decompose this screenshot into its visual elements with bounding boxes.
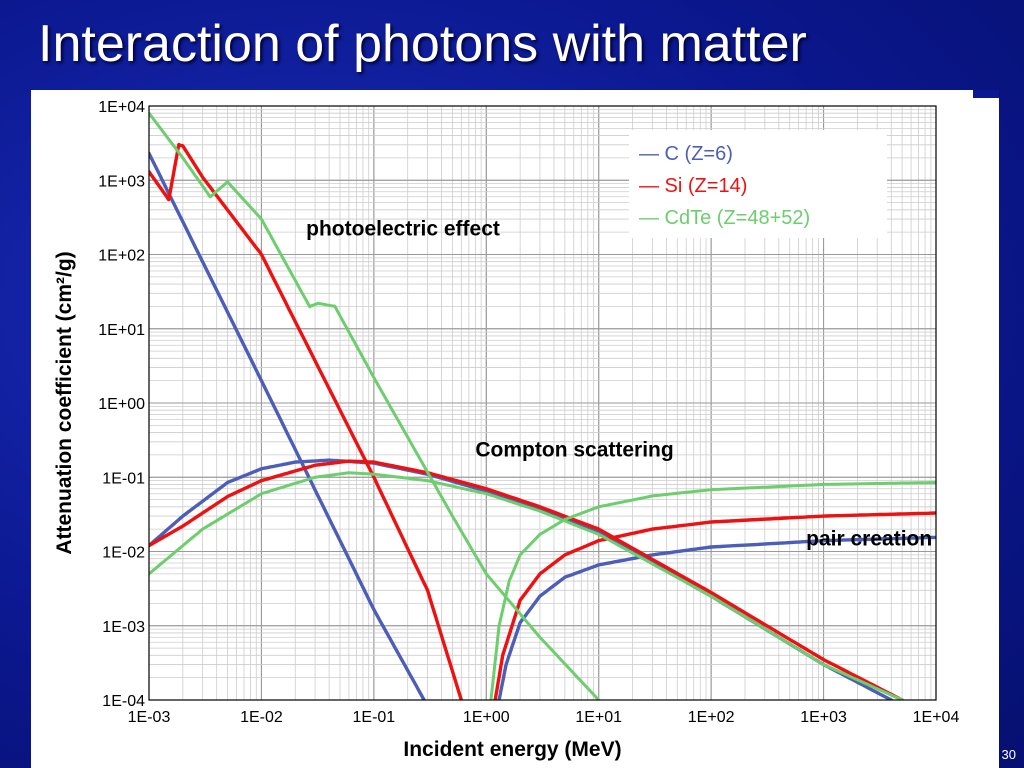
chart-curves — [149, 111, 936, 700]
x-tick-label: 1E+03 — [800, 709, 847, 726]
plot-frame — [148, 105, 937, 701]
x-tick-label: 1E-02 — [240, 709, 283, 726]
x-tick-label: 1E+00 — [463, 709, 510, 726]
x-axis-label: Incident energy (MeV) — [403, 738, 621, 761]
series-si-photoelectric — [149, 142, 463, 700]
x-tick-label: 1E-03 — [128, 709, 171, 726]
x-tick-label: 1E+04 — [913, 709, 960, 726]
attenuation-chart: 1E-03 1E-02 1E-01 1E+00 1E+01 1E+02 1E+03 1E+04… — [53, 99, 960, 761]
y-tick-label: 1E+04 — [98, 99, 145, 116]
y-tick-label: 1E+03 — [98, 173, 145, 190]
y-tick-label: 1E-04 — [102, 693, 145, 710]
series-c-pair — [497, 535, 936, 700]
legend-box — [629, 130, 887, 238]
x-tick-labels: 1E-03 1E-02 1E-01 1E+00 1E+01 1E+02 1E+03 1E+04 — [128, 709, 960, 726]
chart-annotations: photoelectric effect Compton scattering pa… — [306, 218, 932, 551]
x-tick-label: 1E-01 — [353, 709, 396, 726]
legend-entry-c: — C (Z=6) — [639, 143, 733, 165]
annotation-label: pair creation — [806, 528, 932, 551]
x-tick-label: 1E+01 — [575, 709, 622, 726]
legend-entry-si: — Si (Z=14) — [639, 175, 747, 197]
y-axis-label: Attenuation coefficient (cm²/g) — [53, 251, 76, 554]
series-si-compton — [149, 459, 904, 700]
series-c-photoelectric — [149, 151, 426, 700]
chart-grid — [148, 105, 937, 701]
x-tick-label: 1E+02 — [688, 709, 735, 726]
series-cdte-pair — [489, 481, 936, 700]
series-cdte-photoelectric — [149, 111, 601, 700]
y-tick-label: 1E+02 — [98, 248, 145, 265]
y-tick-label: 1E-01 — [102, 470, 145, 487]
y-tick-label: 1E-02 — [102, 545, 145, 562]
y-tick-label: 1E+01 — [98, 322, 145, 339]
figure-panel: 1E-03 1E-02 1E-01 1E+00 1E+01 1E+02 1E+03 1E+04… — [31, 90, 999, 768]
series-cdte-compton — [149, 471, 904, 700]
y-tick-labels: 1E-04 1E-03 1E-02 1E-01 1E+00 1E+01 1E+02 1E+03… — [98, 99, 145, 710]
legend-entry-cdte: — CdTe (Z=48+52) — [639, 207, 810, 229]
series-si-pair — [493, 511, 936, 700]
annotation-label: photoelectric effect — [306, 218, 500, 241]
chart-legend: — C (Z=6) — Si (Z=14) — CdTe (Z=48+52) — [629, 130, 887, 238]
panel-notch — [973, 90, 999, 98]
y-tick-label: 1E+00 — [98, 396, 145, 413]
y-tick-label: 1E-03 — [102, 619, 145, 636]
slide-title: Interaction of photons with matter — [38, 15, 807, 73]
slide-number: 30 — [1001, 747, 1016, 762]
annotation-label: Compton scattering — [475, 439, 673, 462]
